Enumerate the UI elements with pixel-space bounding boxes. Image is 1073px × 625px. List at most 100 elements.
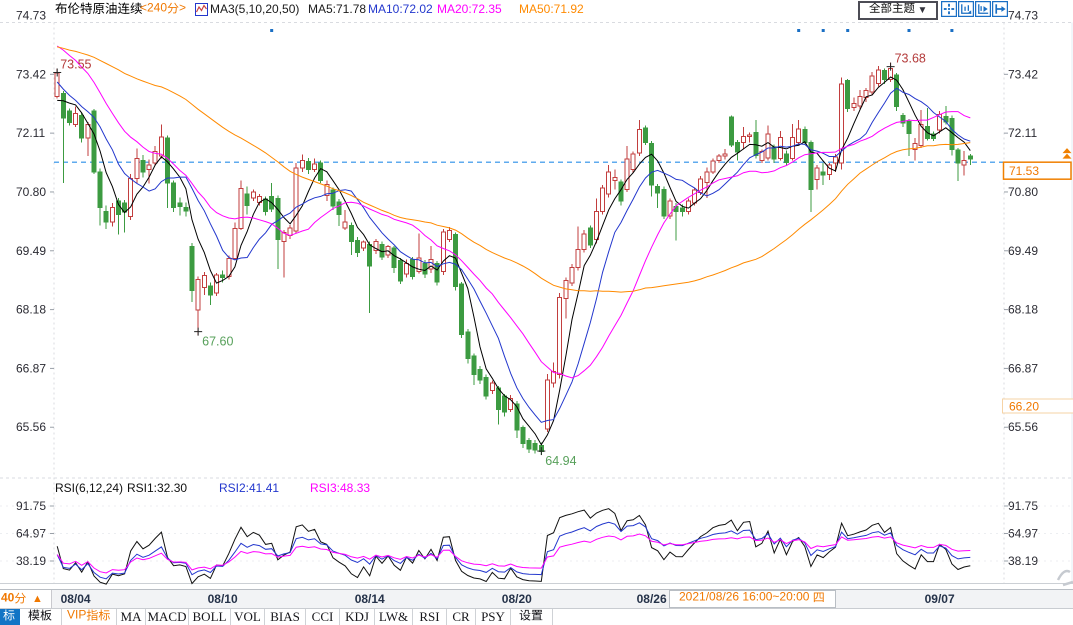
candle [109,207,115,223]
candle [661,188,667,217]
tab-rsi[interactable]: RSI [413,609,447,625]
tab-kdj[interactable]: KDJ [340,609,375,625]
candle [875,69,881,84]
candle [324,183,330,197]
candle [195,279,201,311]
date-label: 08/20 [501,592,532,606]
candle [685,200,691,213]
date-label: 08/26 [636,592,667,606]
last-price-label: 71.53 [1002,148,1072,180]
alert-price-label: 66.20 [1002,398,1073,414]
tab-lw[interactable]: LW& [375,609,413,625]
tab-psy[interactable]: PSY [476,609,511,625]
candle [361,241,367,249]
candle [293,167,299,232]
rsi-line-rsi2 [56,521,971,580]
candle [961,160,967,166]
candle [97,171,103,209]
candle [238,187,244,229]
candle [575,248,581,268]
candle [250,191,256,199]
candle [281,231,287,242]
candle [140,160,146,173]
tab-ma[interactable]: MA [117,609,146,625]
theme-dropdown[interactable]: 全部主题 ▼ [858,1,938,20]
candle [128,177,134,218]
candle [391,247,397,268]
price-tick-label: 70.80 [1008,185,1038,199]
candle [214,274,220,294]
candle [146,164,152,171]
tab-indicator[interactable]: 标 [0,609,20,625]
rsi-params-label: RSI(6,12,24) [55,481,123,495]
tab-settings[interactable]: 设置 [511,609,553,625]
rsi-tick-label: 38.19 [1008,554,1038,568]
price-tick-label: 72.11 [16,126,45,140]
candle [557,296,563,375]
tab-vip-indicator[interactable]: VIP指标VIP [62,609,117,625]
tab-vol[interactable]: VOL [231,609,265,625]
candle [434,262,440,283]
candle [367,243,373,267]
chart-canvas[interactable]: 74.73 73.42 72.11 70.80 69.49 68.18 66.87 65.56… [0,0,1073,589]
rsi-value-rsi3: RSI3:48.33 [310,481,370,495]
candle [287,227,293,237]
date-label: 08/04 [60,592,91,606]
pan-right-icon[interactable] [992,1,1008,17]
candle [679,207,685,213]
price-axis-right: 74.73 73.42 72.11 70.80 69.49 68.18 66.87 65.56… [1004,9,1038,568]
compress-axis-icon[interactable] [958,1,974,17]
period-badge: <240分><240> [140,2,188,17]
play-axis-icon[interactable] [975,1,991,17]
candle [593,210,599,241]
candle [722,153,728,157]
candle [587,227,593,246]
rsi-header: RSI(6,12,24) RSI1:32.30 RSI2:41.41 RSI3:48.… [55,481,370,495]
candle [232,227,238,259]
candle [348,225,354,242]
candle [330,189,336,207]
tab-cr[interactable]: CR [447,609,476,625]
candle [771,146,777,160]
candle [354,239,360,254]
candle [465,331,471,360]
period-button[interactable]: 40分40 ▲ [0,590,52,609]
candle [894,74,900,108]
svg-text:64.94: 64.94 [545,454,576,468]
ma-value-ma5: MA5:71.78 [308,2,367,16]
candle [642,127,648,144]
candle [103,210,109,223]
candle [446,230,452,241]
tab-template[interactable]: 模板 [20,609,62,625]
alert-dot [907,29,911,32]
svg-text:40: 40 [1,592,15,605]
extreme-marker: 67.60 [194,327,233,349]
tab-macd[interactable]: MACD [146,609,189,625]
candle [336,201,342,215]
candle [826,164,832,175]
tab-cci[interactable]: CCI [306,609,340,625]
price-tick-label: 73.42 [1008,67,1038,81]
rsi-tick-label: 91.75 [1008,499,1038,513]
candle [606,171,612,195]
crosshair-icon[interactable] [941,1,957,17]
candle [471,355,477,376]
candle [569,266,575,284]
candle [189,245,195,292]
tab-bias[interactable]: BIAS [265,609,306,625]
date-label: 08/10 [207,592,238,606]
candle [741,136,747,144]
svg-text:73.68: 73.68 [895,52,926,66]
svg-text:2021/08/26 16:00~20:00: 2021/08/26 16:00~20:00 [679,591,810,604]
candle [747,134,753,138]
tab-boll[interactable]: BOLL [189,609,231,625]
period-label: 40分40 [1,592,28,607]
svg-text:67.60: 67.60 [202,335,233,349]
price-tick-label: 66.87 [1008,361,1038,375]
bar-time-tooltip: 2021/08/26 16:00~20:00 四2021/08/26 16:00… [669,590,836,608]
price-tick-label: 65.56 [16,420,46,434]
candle [220,274,226,278]
indicator-name: MA3(5,10,20,50) [210,2,300,16]
candle [808,142,814,190]
candle [796,128,802,144]
